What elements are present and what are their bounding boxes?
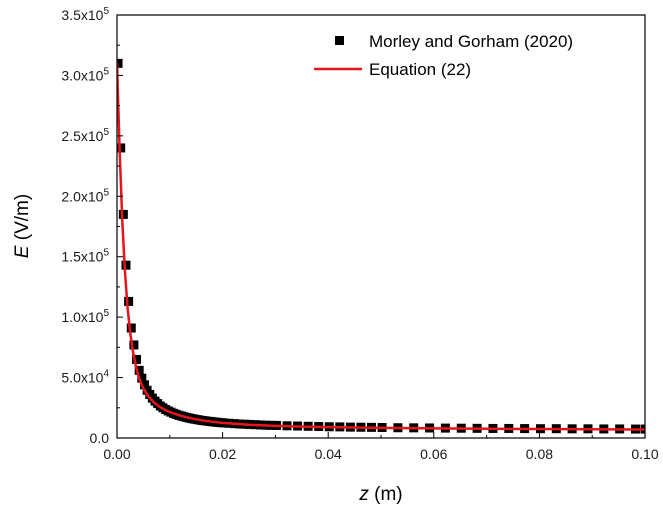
- y-tick-labels: 0.0 5.0x104 1.0x105 1.5x105 2.0x105 2.5x105 3.…: [61, 6, 109, 446]
- x-tick-label: 0.00: [103, 446, 130, 462]
- legend-marker-square: [335, 36, 344, 45]
- scatter-point: [134, 365, 144, 375]
- scatter-point: [117, 58, 123, 68]
- scatter-point: [118, 209, 128, 219]
- y-tick-label: 2.5x105: [61, 127, 109, 144]
- legend-label-line: Equation (22): [369, 60, 471, 79]
- y-tick-label: 2.0x105: [61, 187, 109, 204]
- scatter-point: [117, 143, 126, 153]
- y-tick-label: 1.0x105: [61, 308, 109, 325]
- legend: Morley and Gorham (2020) Equation (22): [314, 32, 573, 79]
- y-tick-label: 3.5x105: [61, 6, 109, 23]
- x-tick-label: 0.02: [209, 446, 236, 462]
- tick-marks: [116, 14, 646, 439]
- scatter-point: [126, 323, 136, 333]
- line-series: [117, 62, 645, 431]
- y-tick-label: 3.0x105: [61, 66, 109, 83]
- x-tick-label: 0.08: [526, 446, 553, 462]
- scatter-point: [121, 260, 131, 270]
- scatter-point: [139, 380, 149, 390]
- y-tick-label: 5.0x104: [61, 369, 109, 386]
- x-axis-title: z (m): [358, 484, 402, 505]
- y-tick-label: 1.5x105: [61, 248, 109, 265]
- scatter-point: [137, 373, 147, 383]
- equation-line: [117, 62, 645, 431]
- scatter-point: [132, 354, 142, 364]
- y-axis-title: E (V/m): [12, 194, 33, 258]
- scatter-series: [117, 58, 645, 434]
- x-tick-label: 0.04: [315, 446, 342, 462]
- x-tick-label: 0.06: [420, 446, 447, 462]
- scatter-point: [124, 296, 134, 306]
- x-tick-label: 0.10: [631, 446, 658, 462]
- legend-label-scatter: Morley and Gorham (2020): [369, 32, 573, 51]
- scatter-point: [129, 340, 139, 350]
- y-tick-label: 0.0: [90, 430, 110, 446]
- x-tick-labels: 0.00 0.02 0.04 0.06 0.08 0.10: [103, 446, 658, 462]
